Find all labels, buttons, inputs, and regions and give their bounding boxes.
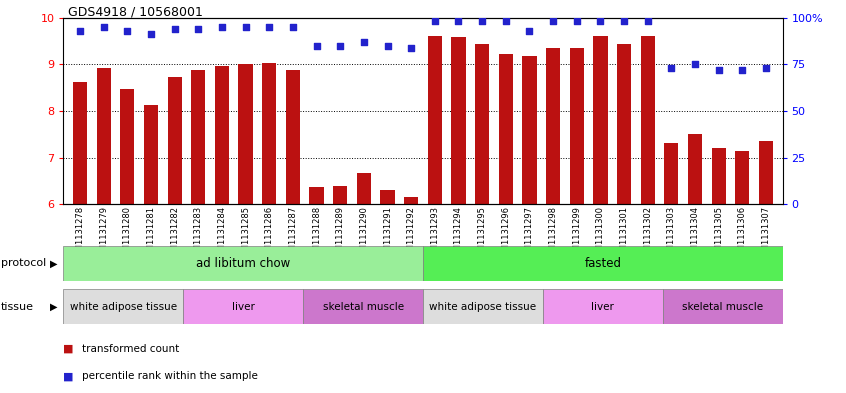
Bar — [262, 63, 277, 204]
Point — [74, 28, 87, 34]
Bar — [184, 289, 303, 324]
Point — [428, 18, 442, 24]
Text: transformed count: transformed count — [82, 344, 179, 354]
Bar — [73, 82, 87, 204]
Text: liver: liver — [232, 301, 255, 312]
Text: white adipose tissue: white adipose tissue — [70, 301, 177, 312]
Point — [97, 24, 111, 30]
Bar — [96, 68, 111, 204]
Text: liver: liver — [591, 301, 614, 312]
Bar — [286, 70, 300, 204]
Point — [759, 65, 772, 71]
Bar — [569, 48, 584, 204]
Bar — [735, 151, 750, 204]
Point — [499, 18, 513, 24]
Point — [168, 26, 181, 32]
Point — [475, 18, 489, 24]
Bar — [144, 105, 158, 204]
Bar — [357, 173, 371, 204]
Text: ■: ■ — [63, 371, 74, 381]
Point — [618, 18, 631, 24]
Text: protocol: protocol — [1, 258, 46, 268]
Bar — [662, 289, 783, 324]
Bar — [404, 197, 418, 204]
Bar — [381, 190, 394, 204]
Bar — [452, 37, 465, 204]
Point — [286, 24, 299, 30]
Bar — [546, 48, 560, 204]
Bar — [664, 143, 678, 204]
Bar — [423, 289, 543, 324]
Bar — [640, 36, 655, 204]
Point — [120, 28, 134, 34]
Bar — [475, 44, 489, 204]
Point — [215, 24, 228, 30]
Text: ■: ■ — [63, 344, 74, 354]
Point — [404, 44, 418, 51]
Bar — [498, 54, 513, 204]
Point — [547, 18, 560, 24]
Bar — [239, 64, 253, 204]
Point — [239, 24, 252, 30]
Bar — [310, 187, 324, 204]
Point — [144, 31, 157, 38]
Bar — [428, 36, 442, 204]
Text: percentile rank within the sample: percentile rank within the sample — [82, 371, 258, 381]
Point — [570, 18, 584, 24]
Text: tissue: tissue — [1, 301, 34, 312]
Bar — [617, 44, 631, 204]
Bar — [711, 148, 726, 204]
Point — [262, 24, 276, 30]
Point — [735, 67, 749, 73]
Text: white adipose tissue: white adipose tissue — [430, 301, 536, 312]
Bar — [168, 77, 182, 204]
Point — [641, 18, 655, 24]
Text: GDS4918 / 10568001: GDS4918 / 10568001 — [68, 6, 202, 19]
Bar — [63, 289, 184, 324]
Bar — [543, 289, 662, 324]
Point — [381, 42, 394, 49]
Bar — [191, 70, 206, 204]
Bar — [63, 246, 423, 281]
Point — [310, 42, 323, 49]
Text: ▶: ▶ — [50, 258, 58, 268]
Bar — [522, 56, 536, 204]
Bar — [303, 289, 423, 324]
Text: ad libitum chow: ad libitum chow — [196, 257, 290, 270]
Bar — [759, 141, 773, 204]
Point — [665, 65, 678, 71]
Point — [712, 67, 726, 73]
Point — [594, 18, 607, 24]
Text: ▶: ▶ — [50, 301, 58, 312]
Point — [333, 42, 347, 49]
Point — [357, 39, 371, 45]
Bar — [120, 89, 135, 204]
Point — [523, 28, 536, 34]
Text: skeletal muscle: skeletal muscle — [682, 301, 763, 312]
Point — [689, 61, 702, 68]
Text: fasted: fasted — [585, 257, 621, 270]
Bar — [333, 185, 348, 204]
Text: skeletal muscle: skeletal muscle — [322, 301, 404, 312]
Point — [452, 18, 465, 24]
Bar — [423, 246, 783, 281]
Point — [191, 26, 205, 32]
Bar — [688, 134, 702, 204]
Bar — [593, 36, 607, 204]
Bar — [215, 66, 229, 204]
